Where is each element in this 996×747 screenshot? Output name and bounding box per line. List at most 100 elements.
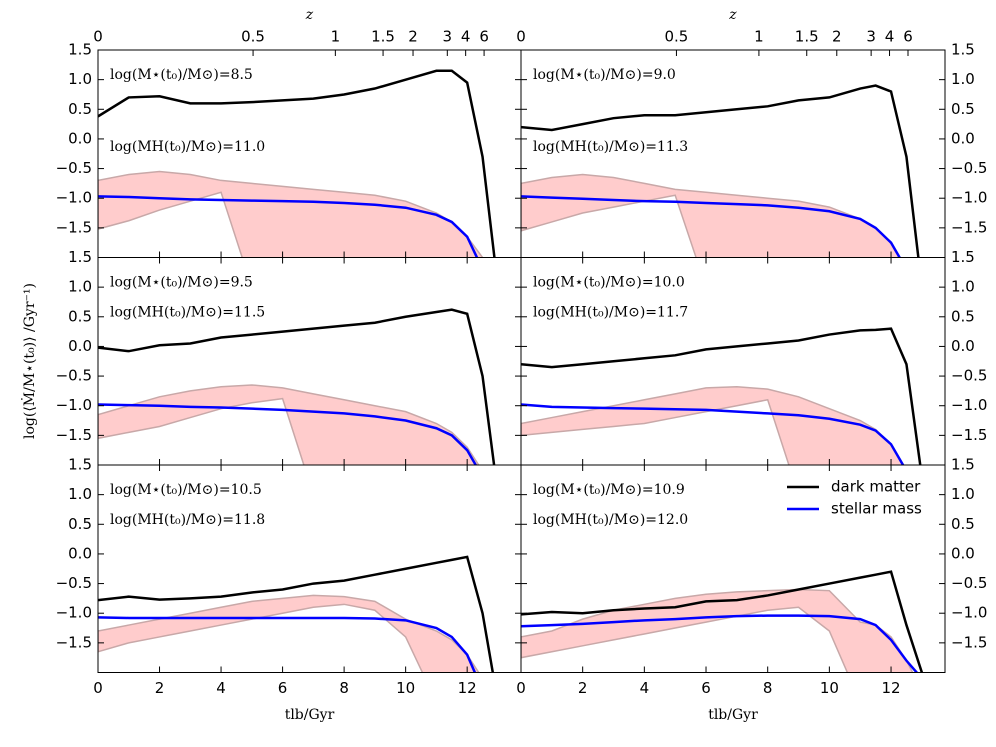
y-tick-label: 0.0: [68, 337, 92, 355]
y-tick-label: 1.5: [68, 41, 92, 59]
panel-plot: [521, 84, 920, 258]
x2-tick-label: 1: [331, 28, 341, 46]
panel-plot: [98, 308, 496, 465]
y-tick-label: 0.5: [68, 100, 92, 118]
x2-tick-label: 1: [754, 28, 764, 46]
y-tick-label: −1.5: [56, 633, 92, 651]
x2-tick-label: 0.5: [665, 28, 689, 46]
x-tick-label: 8: [339, 679, 349, 697]
annotation: log(MH(t₀)/M⊙)=12.0: [533, 512, 688, 528]
panel-plot: [521, 570, 924, 673]
y-tick-label: −0.5: [56, 574, 92, 592]
x2-tick-label: 1.5: [371, 28, 395, 46]
x-axis-label: tlb/Gyr: [285, 707, 335, 723]
y-tick-label: −0.5: [951, 367, 987, 385]
band: [521, 385, 904, 465]
x-tick-label: 4: [640, 679, 650, 697]
y-tick-label: 0.5: [951, 100, 975, 118]
series-line: [98, 195, 479, 258]
annotation: log(MH(t₀)/M⊙)=11.0: [110, 139, 265, 155]
x-tick-label: 12: [458, 679, 477, 697]
annotation: log(MH(t₀)/M⊙)=11.3: [533, 139, 688, 155]
y-tick-label: 0.0: [951, 337, 975, 355]
y-tick-label: −1.5: [951, 218, 987, 236]
x2-tick-label: 3: [866, 28, 876, 46]
band: [98, 170, 484, 258]
x-tick-label: 8: [763, 679, 773, 697]
x2-tick-label: 6: [479, 28, 489, 46]
x2-tick-label: 2: [408, 28, 418, 46]
x2-tick-label: 6: [903, 28, 913, 46]
series-line: [98, 403, 478, 465]
y-tick-label: −1.5: [951, 426, 987, 444]
y-tick-label: −0.5: [951, 159, 987, 177]
y-axis-label: log(⟨Ṁ/M⋆(t₀)⟩ /Gyr⁻¹): [20, 283, 38, 439]
annotation: log(M⋆(t₀)/M⊙)=10.9: [533, 482, 685, 498]
annotation: log(MH(t₀)/M⊙)=11.8: [110, 512, 265, 528]
panel-plot: [98, 555, 495, 673]
y-tick-label: −1.5: [951, 633, 987, 651]
y-tick-label: 1.0: [68, 485, 92, 503]
y-tick-label: −1.0: [56, 189, 92, 207]
y-tick-label: 1.0: [951, 278, 975, 296]
y-tick-label: −1.0: [951, 604, 987, 622]
series-line: [521, 570, 924, 673]
y-tick-label: 1.5: [951, 456, 975, 474]
y-tick-label: −0.5: [951, 574, 987, 592]
x-tick-label: 2: [155, 679, 165, 697]
band: [98, 594, 480, 673]
y-tick-label: −0.5: [56, 367, 92, 385]
annotation: log(M⋆(t₀)/M⊙)=9.0: [533, 67, 676, 83]
x-tick-label: 0: [93, 679, 103, 697]
annotation: log(M⋆(t₀)/M⊙)=10.5: [110, 482, 262, 498]
y-tick-label: 0.0: [951, 129, 975, 147]
series-line: [521, 327, 922, 465]
y-tick-label: −1.5: [56, 426, 92, 444]
series-line: [521, 195, 902, 258]
x2-tick-label: 4: [461, 28, 471, 46]
y-tick-label: 1.5: [68, 248, 92, 266]
annotation: log(MH(t₀)/M⊙)=11.5: [110, 305, 265, 321]
y-tick-label: 0.0: [68, 544, 92, 562]
y-tick-label: −1.0: [56, 604, 92, 622]
y-tick-label: −1.5: [56, 218, 92, 236]
x2-tick-label: 0: [93, 28, 103, 46]
series-line: [521, 84, 920, 258]
panel-plot: [521, 327, 922, 465]
y-tick-label: 1.0: [951, 70, 975, 88]
y-tick-label: 1.5: [951, 41, 975, 59]
frame: [520, 464, 946, 673]
y-tick-label: 1.5: [68, 456, 92, 474]
annotation: log(M⋆(t₀)/M⊙)=8.5: [110, 67, 253, 83]
annotation: log(MH(t₀)/M⊙)=11.7: [533, 305, 688, 321]
y-tick-label: 0.5: [68, 307, 92, 325]
x-tick-label: 6: [278, 679, 288, 697]
x2-tick-label: 1.5: [795, 28, 819, 46]
x2-tick-label: 4: [885, 28, 895, 46]
y-tick-label: 0.0: [68, 129, 92, 147]
x-tick-label: 2: [578, 679, 588, 697]
x-tick-label: 10: [396, 679, 415, 697]
legend-label: stellar mass: [831, 500, 922, 518]
series-line: [98, 555, 495, 673]
series-line: [98, 308, 496, 465]
x-tick-label: 0: [516, 679, 526, 697]
band: [98, 384, 480, 465]
x2-tick-label: 2: [832, 28, 842, 46]
y-tick-label: −1.0: [951, 189, 987, 207]
y-tick-label: 1.0: [951, 485, 975, 503]
x2-tick-label: 0.5: [241, 28, 265, 46]
y-tick-label: −0.5: [56, 159, 92, 177]
x-tick-label: 6: [701, 679, 711, 697]
x-tick-label: 10: [820, 679, 839, 697]
annotation: log(M⋆(t₀)/M⊙)=10.0: [533, 275, 685, 291]
y-tick-label: 1.0: [68, 70, 92, 88]
y-tick-label: 1.5: [951, 248, 975, 266]
x-tick-label: 12: [881, 679, 900, 697]
x2-tick-label: 3: [443, 28, 453, 46]
x-tick-label: 4: [216, 679, 226, 697]
legend-label: dark matter: [831, 478, 921, 496]
y-tick-label: −1.0: [951, 396, 987, 414]
y-tick-label: 0.5: [68, 515, 92, 533]
